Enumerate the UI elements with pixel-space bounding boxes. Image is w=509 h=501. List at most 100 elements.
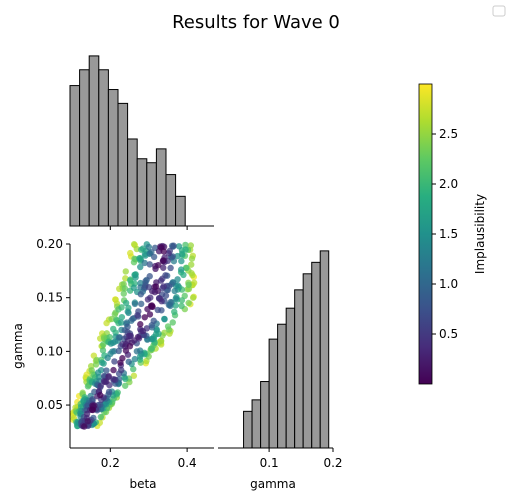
scatter-point — [103, 367, 110, 374]
scatter-panel: 0.2 0.4 0.05 0.10 0.15 0.20 — [36, 237, 214, 470]
gamma-hist-bar — [319, 250, 330, 449]
scatter-point — [125, 358, 132, 365]
scatter-point — [105, 373, 113, 380]
scatter-point — [161, 315, 168, 323]
scatter-y-tick-label: 0.15 — [36, 291, 63, 305]
scatter-point — [110, 366, 117, 374]
scatter-point — [121, 382, 129, 389]
beta-hist-bar — [165, 174, 177, 227]
colorbar-gradient — [418, 83, 433, 385]
scatter-point — [160, 264, 167, 271]
gamma-hist-bar — [260, 381, 270, 449]
beta-hist-bar — [88, 55, 100, 227]
colorbar-tick-label: 0.5 — [439, 327, 458, 341]
scatter-point — [103, 378, 110, 385]
scatter-point — [117, 319, 125, 326]
scatter-point — [130, 372, 138, 379]
scatter-point — [121, 285, 129, 292]
scatter-point — [146, 273, 153, 280]
scatter-point — [132, 274, 139, 281]
scatter-point — [84, 383, 92, 390]
beta-hist-bar — [107, 89, 119, 227]
gamma-hist-bar — [251, 399, 262, 449]
scatter-point — [134, 311, 141, 319]
beta-hist-bar — [69, 85, 81, 227]
scatter-point — [105, 388, 113, 396]
gamma-histogram: 0.1 0.2 — [218, 250, 343, 470]
scatter-point — [170, 242, 177, 249]
scatter-point — [148, 345, 155, 352]
scatter-point — [122, 347, 130, 354]
scatter-point — [118, 313, 126, 321]
scatter-point — [111, 348, 118, 355]
scatter-point — [180, 271, 187, 279]
scatter-point — [155, 261, 162, 269]
gamma-hist-tick-label: 0.2 — [323, 456, 342, 470]
beta-hist-bar — [136, 158, 148, 227]
scatter-y-tick-label: 0.05 — [36, 398, 63, 412]
scatter-point — [89, 396, 96, 403]
scatter-point — [100, 360, 107, 367]
scatter-point — [118, 366, 125, 374]
scatter-point — [182, 246, 189, 253]
beta-hist-bar — [155, 148, 167, 227]
scatter-point — [141, 314, 148, 321]
scatter-point — [131, 355, 139, 363]
scatter-point — [169, 319, 176, 326]
scatter-point — [100, 341, 107, 348]
colorbar-tick-label: 2.5 — [439, 127, 458, 141]
scatter-point — [154, 306, 161, 314]
colorbar-tick-label: 2.0 — [439, 177, 458, 191]
beta-hist-bar — [79, 69, 90, 227]
scatter-point — [160, 283, 167, 290]
scatter-point — [127, 332, 134, 340]
scatter-point — [122, 299, 130, 307]
gamma-hist-bar — [268, 338, 279, 449]
scatter-point — [171, 308, 178, 316]
scatter-point — [171, 287, 178, 295]
legend-box — [492, 5, 506, 17]
scatter-point — [188, 261, 195, 268]
beta-hist-bar — [98, 69, 109, 227]
scatter-point — [182, 241, 189, 249]
gamma-hist-bar — [302, 273, 313, 449]
scatter-point — [84, 418, 91, 425]
scatter-point — [124, 323, 131, 330]
beta-histogram — [69, 55, 214, 230]
beta-hist-bar — [175, 195, 186, 227]
scatter-point — [146, 261, 153, 268]
scatter-point — [164, 323, 172, 330]
scatter-point — [125, 309, 132, 317]
gamma-hist-bar — [285, 307, 296, 449]
colorbar-tick-label: 1.0 — [439, 277, 458, 291]
scatter-point — [157, 337, 165, 345]
gamma-hist-bar — [294, 289, 304, 449]
scatter-point — [81, 423, 88, 430]
scatter-point — [97, 382, 105, 389]
scatter-y-tick-label: 0.10 — [36, 344, 63, 358]
scatter-point — [150, 253, 158, 261]
scatter-point — [185, 281, 192, 288]
scatter-point — [139, 327, 147, 335]
scatter-point — [96, 391, 104, 399]
scatter-point — [111, 358, 118, 365]
scatter-point — [134, 333, 142, 341]
scatter-point — [110, 375, 117, 383]
scatter-point — [109, 339, 117, 346]
scatter-point — [189, 294, 197, 301]
scatter-point — [120, 290, 127, 297]
beta-hist-bar — [146, 162, 157, 227]
scatter-point — [150, 317, 157, 325]
scatter-point — [174, 282, 182, 289]
scatter-point — [158, 297, 165, 305]
scatter-point — [188, 255, 196, 262]
scatter-point — [137, 291, 145, 298]
scatter-point — [127, 249, 134, 257]
scatter-ylabel: gamma — [11, 323, 25, 369]
scatter-point — [141, 259, 148, 267]
gamma-hist-bar — [243, 410, 253, 449]
colorbar-tick-label: 1.5 — [439, 227, 458, 241]
scatter-point — [130, 241, 138, 248]
scatter-point — [104, 354, 111, 362]
scatter-point — [178, 257, 185, 265]
